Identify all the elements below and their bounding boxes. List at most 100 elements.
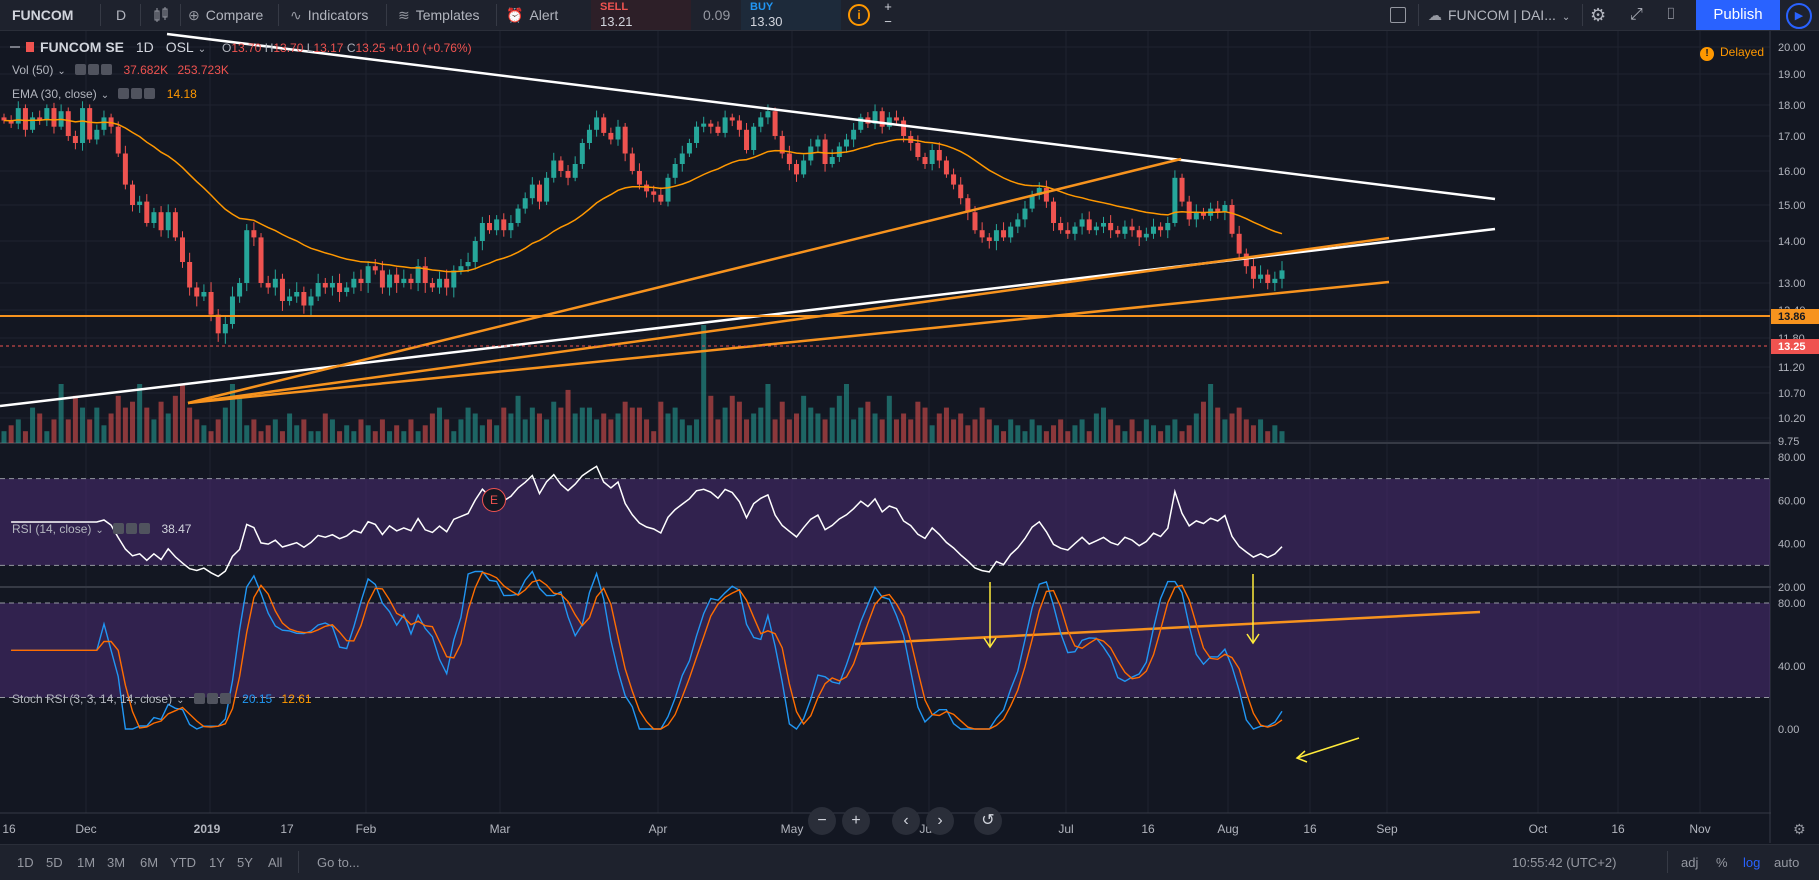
templates-button[interactable]: ≋ Templates (398, 0, 480, 30)
candle-body (922, 157, 928, 164)
candle-body (201, 292, 207, 297)
plus-icon[interactable]: + (884, 0, 892, 14)
candle-body (1265, 274, 1271, 283)
volume-bar (1043, 431, 1049, 443)
volume-bar (951, 419, 957, 443)
stoch-band (0, 603, 1770, 698)
info-icon[interactable]: i (848, 4, 870, 26)
expand-icon[interactable]: ⤢ (1630, 6, 1643, 23)
trendline-drawings[interactable] (0, 32, 1770, 408)
candle-body (158, 212, 164, 231)
stoch-label[interactable]: Stoch RSI (3, 3, 14, 14, close) (12, 692, 173, 706)
chart-canvas[interactable]: 20.00 19.00 18.00 17.00 16.00 15.00 14.00 13.00… (0, 31, 1819, 844)
sell-box[interactable]: SELL 13.21 (591, 0, 691, 30)
range-button-1m[interactable]: 1M (77, 855, 96, 870)
auto-toggle[interactable]: auto (1774, 855, 1800, 870)
volume-bar (765, 384, 771, 443)
fullscreen-square-icon[interactable] (1390, 7, 1406, 23)
delayed-badge[interactable]: ! Delayed (1700, 45, 1764, 61)
vol-settings-buttons[interactable] (75, 63, 114, 77)
h-label: H (264, 41, 274, 55)
ema-settings-buttons[interactable] (118, 87, 157, 101)
publish-button[interactable]: Publish (1696, 0, 1780, 30)
last-price-badge (1771, 339, 1819, 354)
volume-bar (294, 425, 300, 443)
volume-bar (244, 425, 250, 443)
candle-body (365, 266, 371, 283)
percent-toggle[interactable]: % (1716, 855, 1728, 870)
clock[interactable]: 10:55:42 (UTC+2) (1512, 855, 1617, 870)
adj-toggle[interactable]: adj (1681, 855, 1699, 870)
compare-button[interactable]: ⊕ Compare (188, 0, 263, 30)
goto-button[interactable]: Go to... (317, 855, 360, 870)
time-tick-label: 16 (2, 822, 16, 836)
vol-label[interactable]: Vol (50) (12, 63, 54, 77)
volume-bar (701, 325, 707, 443)
chart-style-button[interactable] (152, 0, 170, 30)
volume-bar (287, 413, 293, 443)
cloud-icon: ☁ (1428, 7, 1442, 23)
chart-area[interactable]: 20.00 19.00 18.00 17.00 16.00 15.00 14.00 13.00… (0, 31, 1819, 844)
reset-chart-button[interactable]: ↺ (974, 807, 1002, 835)
volume-bar (808, 407, 814, 443)
price-tick-label: 15.00 (1778, 200, 1806, 212)
candle-body (1065, 230, 1071, 234)
camera-icon[interactable]: ⌷ (1666, 6, 1676, 23)
price-tick-label: 10.20 (1778, 413, 1806, 425)
layout-selector[interactable]: ☁ FUNCOM | DAI... ⌄ (1428, 0, 1570, 30)
earnings-marker[interactable]: E (482, 488, 506, 512)
candle-body (572, 164, 578, 178)
range-button-1y[interactable]: 1Y (209, 855, 225, 870)
candles-icon (154, 7, 168, 22)
volume-bar (1258, 419, 1264, 443)
volume-bar (144, 407, 150, 443)
legend-toggle-icon[interactable] (10, 46, 20, 48)
minus-icon[interactable]: − (884, 14, 892, 29)
zoom-in-button[interactable]: + (842, 807, 870, 835)
candle-body (608, 132, 614, 140)
toolbar-divider (180, 4, 181, 26)
symbol-search[interactable]: FUNCOM (12, 7, 74, 23)
zoom-out-button[interactable]: − (808, 807, 836, 835)
candle-body (701, 123, 707, 127)
volume-bar (744, 419, 750, 443)
indicators-button[interactable]: ∿ Indicators (290, 0, 368, 30)
candle-body (429, 283, 435, 288)
alert-button[interactable]: ⏰ Alert (506, 0, 558, 30)
rsi-settings-buttons[interactable] (113, 522, 152, 536)
range-button-all[interactable]: All (268, 855, 283, 870)
candle-body (301, 292, 307, 306)
vol-value1: 37.682K (123, 63, 169, 77)
interval-selector[interactable]: D (116, 7, 127, 23)
ema-label[interactable]: EMA (30, close) (12, 87, 97, 101)
stoch-settings-buttons[interactable] (193, 692, 233, 706)
scroll-left-button[interactable]: ‹ (892, 807, 920, 835)
candle-body (558, 160, 564, 171)
scroll-right-button[interactable]: › (926, 807, 954, 835)
trend-line (166, 32, 1496, 201)
play-icon[interactable]: ▶ (1786, 3, 1812, 29)
rsi-label[interactable]: RSI (14, close) (12, 522, 92, 536)
range-button-5d[interactable]: 5D (46, 855, 63, 870)
buy-box[interactable]: BUY 13.30 (741, 0, 841, 30)
candle-body (786, 153, 792, 164)
volume-bar (1051, 425, 1057, 443)
candle-body (1250, 266, 1256, 279)
candle-body (486, 223, 492, 231)
gear-icon[interactable]: ⚙ (1590, 5, 1607, 25)
volume-bar (229, 384, 235, 443)
range-button-5y[interactable]: 5Y (237, 855, 253, 870)
volume-bar (372, 431, 378, 443)
candle-body (222, 324, 228, 334)
range-button-ytd[interactable]: YTD (170, 855, 196, 870)
candle-body (586, 129, 592, 143)
range-button-1d[interactable]: 1D (17, 855, 34, 870)
candle-body (1279, 270, 1285, 279)
candle-body (636, 171, 642, 185)
candle-body (1051, 201, 1057, 223)
range-button-6m[interactable]: 6M (140, 855, 159, 870)
log-toggle[interactable]: log (1743, 855, 1761, 870)
range-button-3m[interactable]: 3M (107, 855, 126, 870)
volume-bar (1158, 431, 1164, 443)
volume-bar (1, 431, 7, 443)
